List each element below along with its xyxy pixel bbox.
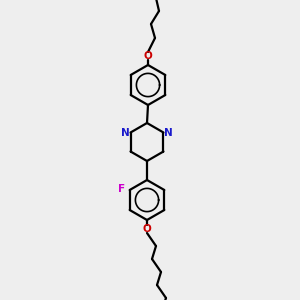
Text: O: O — [144, 51, 152, 61]
Text: O: O — [142, 224, 152, 234]
Text: N: N — [121, 128, 130, 137]
Text: N: N — [164, 128, 173, 137]
Text: F: F — [118, 184, 125, 194]
